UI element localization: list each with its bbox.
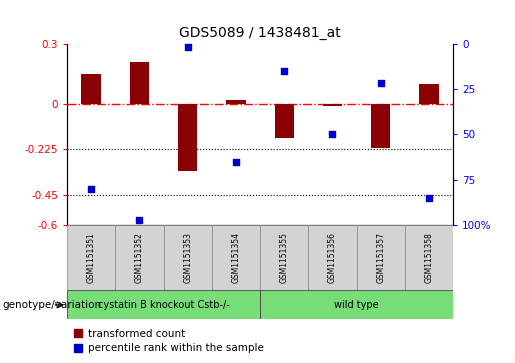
Point	[183, 44, 192, 50]
Bar	[419, 84, 439, 104]
Bar	[323, 104, 342, 106]
Bar	[81, 74, 101, 104]
Text: GSM1151353: GSM1151353	[183, 232, 192, 283]
Text: wild type: wild type	[334, 300, 379, 310]
Bar	[67, 225, 115, 290]
Text: cystatin B knockout Cstb-/-: cystatin B knockout Cstb-/-	[98, 300, 229, 310]
Bar	[405, 225, 453, 290]
Text: GSM1151351: GSM1151351	[87, 232, 96, 283]
Point	[329, 131, 337, 137]
Point	[280, 68, 288, 74]
Bar	[212, 225, 260, 290]
Text: GSM1151358: GSM1151358	[424, 232, 434, 283]
Title: GDS5089 / 1438481_at: GDS5089 / 1438481_at	[179, 26, 341, 40]
Text: GSM1151355: GSM1151355	[280, 232, 289, 283]
Bar	[67, 290, 260, 319]
Bar	[356, 225, 405, 290]
Bar	[178, 104, 197, 171]
Text: GSM1151354: GSM1151354	[231, 232, 241, 283]
Text: GSM1151356: GSM1151356	[328, 232, 337, 283]
Text: GSM1151352: GSM1151352	[135, 232, 144, 283]
Bar	[163, 225, 212, 290]
Bar	[371, 104, 390, 148]
Bar	[115, 225, 163, 290]
Point	[232, 159, 240, 164]
Point	[425, 195, 433, 201]
Point	[87, 186, 95, 192]
Bar	[308, 225, 356, 290]
Point	[135, 217, 144, 223]
Text: genotype/variation: genotype/variation	[3, 300, 101, 310]
Bar	[260, 290, 453, 319]
Bar	[274, 104, 294, 138]
Bar	[226, 100, 246, 104]
Text: GSM1151357: GSM1151357	[376, 232, 385, 283]
Legend: transformed count, percentile rank within the sample: transformed count, percentile rank withi…	[68, 325, 268, 358]
Bar	[130, 62, 149, 104]
Point	[376, 81, 385, 86]
Bar	[260, 225, 308, 290]
